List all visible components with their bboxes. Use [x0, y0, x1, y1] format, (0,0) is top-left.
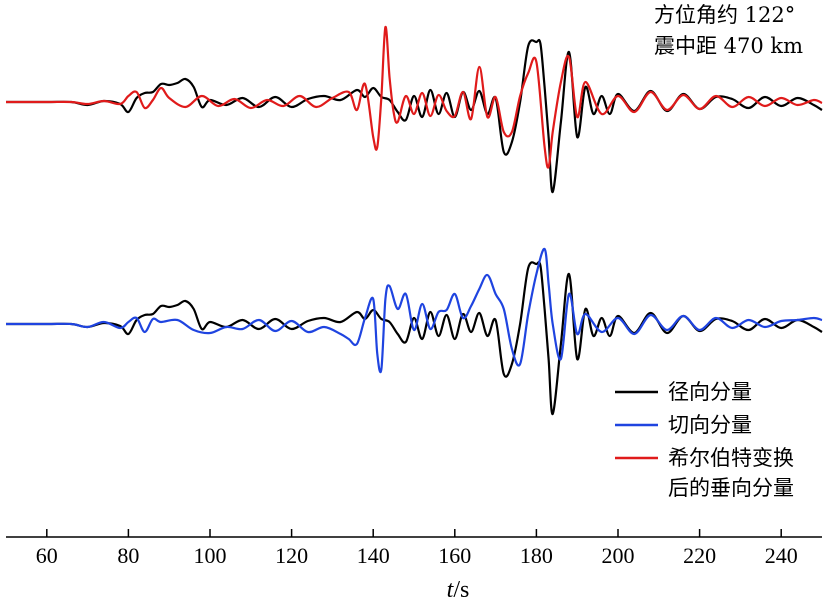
top-trace-0	[6, 38, 823, 194]
x-tick-label: 220	[683, 543, 716, 568]
x-tick-label: 240	[765, 543, 798, 568]
x-tick-label: 80	[117, 543, 139, 568]
annotation-azimuth: 方位角约 122°	[654, 3, 795, 27]
x-tick-label: 200	[602, 543, 635, 568]
x-tick-label: 180	[520, 543, 553, 568]
top-panel-traces	[6, 25, 823, 194]
annotation-distance: 震中距 470 km	[654, 34, 803, 58]
x-tick-label: 60	[36, 543, 58, 568]
x-tick-label: 120	[275, 543, 308, 568]
x-axis-label-unit: /s	[453, 577, 469, 603]
legend-label-hilbert-line1: 希尔伯特变换	[668, 446, 794, 470]
legend-label-radial: 径向分量	[668, 380, 752, 404]
legend-label-hilbert-line2: 后的垂向分量	[668, 476, 794, 500]
legend-label-transverse: 切向分量	[668, 413, 752, 437]
bottom-panel-traces	[6, 247, 823, 416]
x-tick-label: 140	[357, 543, 390, 568]
x-axis-label-italic: t	[447, 577, 455, 603]
x-axis-ticks: 60 80 100 120 140 160 180 200 220 240	[36, 529, 798, 568]
x-tick-label: 160	[438, 543, 471, 568]
x-tick-label: 100	[194, 543, 227, 568]
x-axis-label: t/s	[447, 577, 470, 603]
top-trace-1	[6, 25, 823, 169]
legend: 径向分量 切向分量 希尔伯特变换 后的垂向分量	[615, 380, 794, 500]
bottom-trace-1	[6, 247, 823, 374]
